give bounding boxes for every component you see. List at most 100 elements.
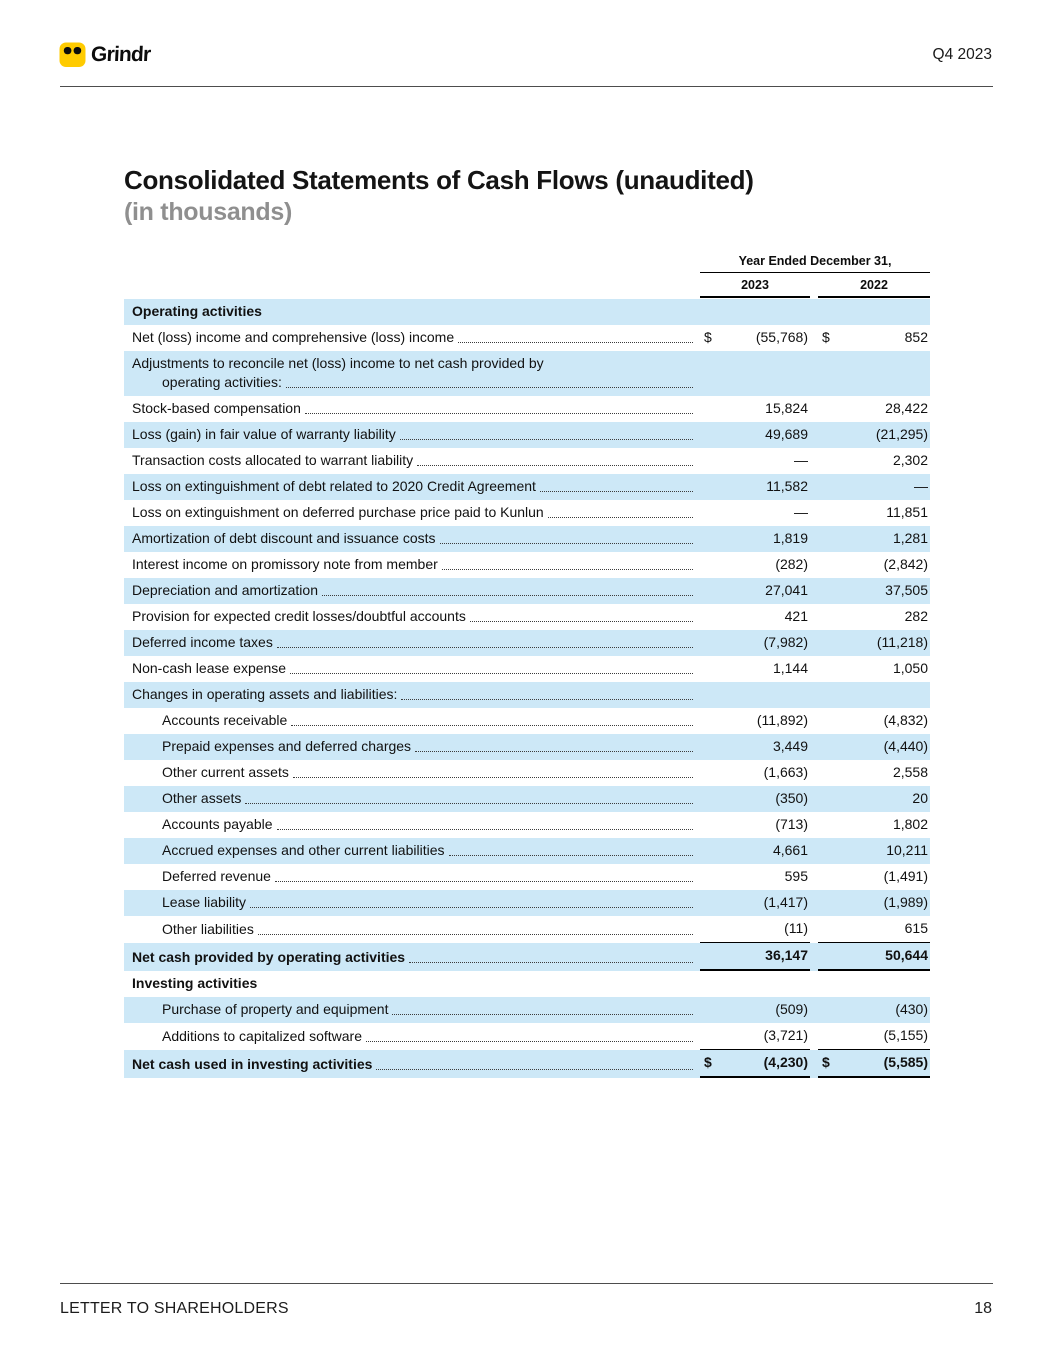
row-label: Other assets <box>162 790 242 806</box>
row-label-cell: Interest income on promissory note from … <box>124 552 700 578</box>
value-2022: (2,842) <box>883 556 928 572</box>
row-label-cell: Adjustments to reconcile net (loss) inco… <box>124 351 700 396</box>
value-2023: (350) <box>775 790 808 806</box>
value-2023-cell: (509) <box>700 997 810 1023</box>
value-2022: 10,211 <box>886 842 928 858</box>
value-2023-cell: 27,041 <box>700 578 810 604</box>
row-label: Other current assets <box>162 764 289 780</box>
value-2023-cell: $ (55,768) <box>700 325 810 351</box>
dot-leader <box>366 1041 693 1042</box>
value-2023-cell <box>700 682 810 708</box>
dot-leader <box>441 569 693 570</box>
row-label-cell: Non-cash lease expense <box>124 656 700 682</box>
value-2022-cell: 1,050 <box>818 656 930 682</box>
value-2022-cell <box>818 971 930 997</box>
row-label: Accounts receivable <box>162 712 288 728</box>
value-2022: 2,558 <box>892 764 928 780</box>
row-label-cell: Transaction costs allocated to warrant l… <box>124 448 700 474</box>
table-row: Accrued expenses and other current liabi… <box>124 838 930 864</box>
value-2023: 1,144 <box>772 660 808 676</box>
row-label: Accounts payable <box>162 816 273 832</box>
table-row: Net cash used in investing activities $ (4… <box>124 1050 930 1078</box>
table-row: Depreciation and amortization 27,041 37,50… <box>124 578 930 604</box>
value-2022-cell: 50,644 <box>818 943 930 971</box>
row-label-cell: Provision for expected credit losses/dou… <box>124 604 700 630</box>
value-2022: (5,155) <box>883 1027 928 1043</box>
value-2022-cell: (1,989) <box>818 890 930 916</box>
value-2022-cell: (2,842) <box>818 552 930 578</box>
row-label-cell: Net (loss) income and comprehensive (los… <box>124 325 700 351</box>
value-2023: (3,721) <box>763 1027 808 1043</box>
dot-leader <box>415 751 693 752</box>
value-2022-cell: $852 <box>818 325 930 351</box>
grindr-mask-icon <box>59 41 86 68</box>
value-2022: 615 <box>904 920 928 936</box>
dot-leader <box>439 543 693 544</box>
row-label-cell: Deferred income taxes <box>124 630 700 656</box>
column-header-2022: 2022 <box>818 275 930 298</box>
dot-leader <box>257 934 693 935</box>
dollar-sign: $ <box>822 1054 830 1070</box>
value-2022-cell: (21,295) <box>818 422 930 448</box>
dot-leader <box>276 647 693 648</box>
row-label-cell: Deferred revenue <box>124 864 700 890</box>
value-2022: (21,295) <box>875 426 928 442</box>
table-row: Investing activities <box>124 971 930 997</box>
value-2022-cell: 28,422 <box>818 396 930 422</box>
row-label: Deferred revenue <box>162 868 271 884</box>
row-label: Operating activities <box>132 303 262 319</box>
footer-divider <box>60 1283 993 1284</box>
table-row: Purchase of property and equipment (509) (… <box>124 997 930 1023</box>
table-row: Lease liability (1,417) (1,989) <box>124 890 930 916</box>
value-2023: — <box>794 452 808 468</box>
row-label: Net (loss) income and comprehensive (los… <box>132 329 455 345</box>
table-row: Interest income on promissory note from … <box>124 552 930 578</box>
row-label: Investing activities <box>132 975 258 991</box>
table-row: Accounts receivable (11,892) (4,832) <box>124 708 930 734</box>
value-2022-cell: (1,491) <box>818 864 930 890</box>
table-row: Other current assets (1,663) 2,558 <box>124 760 930 786</box>
value-2023: 11,582 <box>766 478 808 494</box>
row-label-cell: Depreciation and amortization <box>124 578 700 604</box>
value-2022-cell: 10,211 <box>818 838 930 864</box>
table-row: Loss (gain) in fair value of warranty li… <box>124 422 930 448</box>
value-2022-cell: (4,440) <box>818 734 930 760</box>
row-label: Loss (gain) in fair value of warranty li… <box>132 426 396 442</box>
row-label: Net cash provided by operating activitie… <box>132 949 406 965</box>
row-label-cell: Accounts receivable <box>124 708 700 734</box>
row-label: Accrued expenses and other current liabi… <box>162 842 445 858</box>
value-2023-cell: 1,819 <box>700 526 810 552</box>
value-2023-cell <box>700 351 810 396</box>
page-title: Consolidated Statements of Cash Flows (u… <box>124 165 754 195</box>
value-2023-cell: (350) <box>700 786 810 812</box>
value-2023-cell: (3,721) <box>700 1023 810 1050</box>
value-2022: (430) <box>895 1001 928 1017</box>
row-label: Loss on extinguishment of debt related t… <box>132 478 536 494</box>
value-2022-cell: (11,218) <box>818 630 930 656</box>
row-label-cell: Amortization of debt discount and issuan… <box>124 526 700 552</box>
value-2023: 421 <box>784 608 808 624</box>
row-label-continued: operating activities: <box>162 374 282 390</box>
value-2023-cell: $ (4,230) <box>700 1050 810 1078</box>
table-row: Stock-based compensation 15,824 28,422 <box>124 396 930 422</box>
row-label-cell: Loss on extinguishment on deferred purch… <box>124 500 700 526</box>
row-label: Transaction costs allocated to warrant l… <box>132 452 414 468</box>
value-2023: 595 <box>784 868 808 884</box>
dot-leader <box>417 465 693 466</box>
value-2022-cell: 1,802 <box>818 812 930 838</box>
header-divider <box>60 86 993 87</box>
row-label: Provision for expected credit losses/dou… <box>132 608 466 624</box>
value-2023: 15,824 <box>765 400 808 416</box>
row-label-cell: Lease liability <box>124 890 700 916</box>
table-body: Operating activities Net (loss) income an… <box>124 299 930 1078</box>
page-number: 18 <box>974 1300 992 1317</box>
value-2022: (11,218) <box>876 634 928 650</box>
value-2022: 50,644 <box>885 947 928 963</box>
table-row: Deferred revenue 595 (1,491) <box>124 864 930 890</box>
value-2022: (5,585) <box>883 1054 928 1070</box>
value-2023-cell: — <box>700 448 810 474</box>
value-2023: (713) <box>775 816 808 832</box>
row-label-cell: Prepaid expenses and deferred charges <box>124 734 700 760</box>
row-label: Other liabilities <box>162 921 254 937</box>
year-headers: 2023 2022 <box>700 275 930 298</box>
